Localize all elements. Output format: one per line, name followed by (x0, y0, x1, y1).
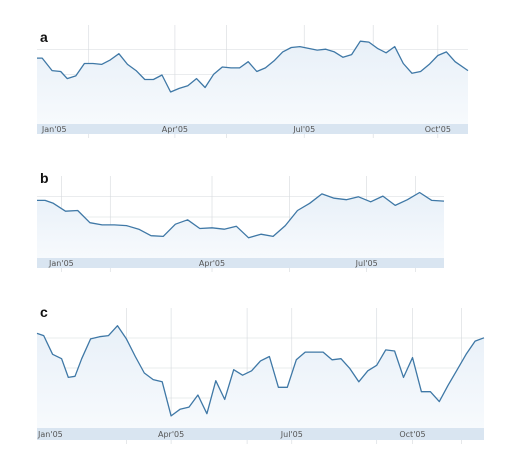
panel-label-c: c (40, 304, 48, 320)
panel-label-b: b (40, 170, 49, 186)
series-area (37, 41, 468, 125)
x-tick-label: Oct'05 (425, 125, 451, 134)
panel-label-a: a (40, 29, 48, 45)
x-tick-label: Jul'05 (355, 259, 378, 268)
x-axis-band (37, 124, 468, 134)
x-tick-label: Apr'05 (162, 125, 188, 134)
series-area (37, 325, 484, 428)
x-axis-band (37, 428, 484, 440)
chart-panel-c: Jan'05 Apr'05 Jul'05 Oct'05 c (36, 304, 485, 444)
x-tick-label: Jul'05 (280, 430, 303, 439)
chart-panel-a: Jan'05 Apr'05 Jul'05 Oct'05 a (37, 25, 469, 138)
x-tick-label: Oct'05 (399, 430, 425, 439)
series-line (36, 325, 485, 417)
series-line (37, 40, 469, 93)
x-tick-label: Jul'05 (292, 125, 315, 134)
series-area (37, 192, 444, 258)
x-tick-label: Apr'05 (158, 430, 184, 439)
x-tick-label: Jan'05 (41, 125, 67, 134)
series-line (37, 191, 445, 239)
x-tick-label: Jan'05 (48, 259, 74, 268)
chart-panel-b: Jan'05 Apr'05 Jul'05 b (37, 170, 445, 272)
x-tick-label: Apr'05 (199, 259, 225, 268)
x-tick-label: Jan'05 (37, 430, 63, 439)
x-axis-band (37, 258, 444, 268)
